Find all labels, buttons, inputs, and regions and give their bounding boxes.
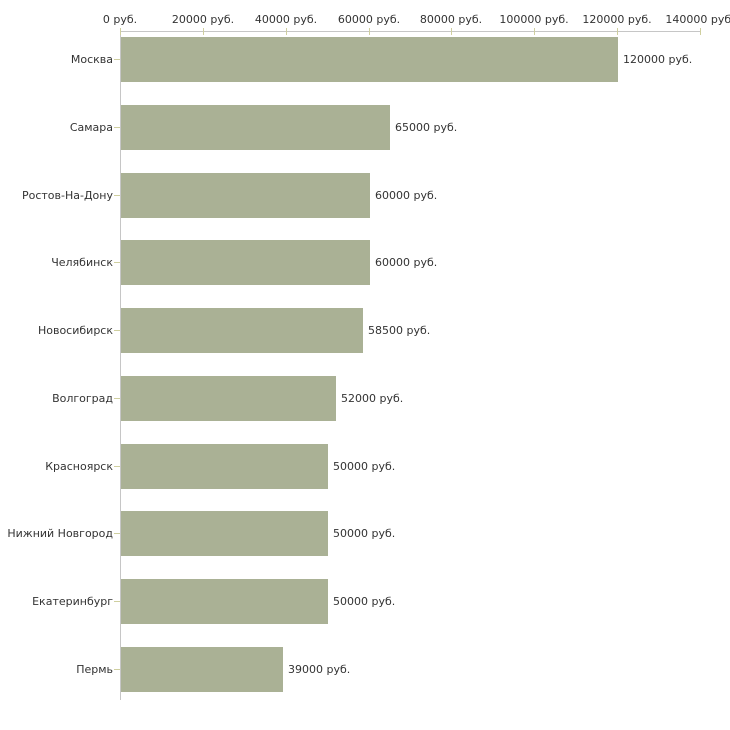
bar	[121, 37, 618, 82]
x-axis-tick-mark	[451, 28, 452, 35]
y-axis-line	[120, 31, 121, 700]
x-axis-tick-mark	[286, 28, 287, 35]
bar-value-label: 50000 руб.	[333, 527, 396, 540]
category-tick-mark	[114, 466, 120, 467]
category-label: Волгоград	[52, 392, 113, 405]
bar-value-label: 120000 руб.	[623, 53, 693, 66]
category-label: Челябинск	[51, 256, 113, 269]
bar	[121, 376, 336, 421]
category-tick-mark	[114, 59, 120, 60]
category-label: Екатеринбург	[32, 595, 113, 608]
bar-value-label: 50000 руб.	[333, 460, 396, 473]
x-axis-tick-mark	[534, 28, 535, 35]
bar-value-label: 60000 руб.	[375, 189, 438, 202]
category-tick-mark	[114, 330, 120, 331]
category-tick-mark	[114, 127, 120, 128]
bar	[121, 647, 283, 692]
x-axis-tick-label: 100000 руб.	[499, 13, 569, 26]
x-axis-tick-mark	[617, 28, 618, 35]
bar	[121, 240, 370, 285]
category-label: Красноярск	[45, 460, 113, 473]
bar	[121, 105, 390, 150]
x-axis-tick-label: 80000 руб.	[419, 13, 483, 26]
x-axis-tick-label: 140000 руб.	[665, 13, 730, 26]
bar	[121, 511, 328, 556]
category-label: Самара	[69, 121, 113, 134]
category-label: Новосибирск	[37, 324, 113, 337]
bar-value-label: 58500 руб.	[368, 324, 431, 337]
bar	[121, 173, 370, 218]
category-tick-mark	[114, 195, 120, 196]
bar-value-label: 52000 руб.	[341, 392, 404, 405]
x-axis-tick-label: 0 руб.	[102, 13, 138, 26]
category-tick-mark	[114, 533, 120, 534]
x-axis-tick-label: 40000 руб.	[254, 13, 318, 26]
bar-value-label: 50000 руб.	[333, 595, 396, 608]
category-tick-mark	[114, 601, 120, 602]
category-tick-mark	[114, 669, 120, 670]
bar	[121, 579, 328, 624]
category-label: Нижний Новгород	[7, 527, 113, 540]
x-axis-tick-label: 60000 руб.	[337, 13, 401, 26]
bar-value-label: 65000 руб.	[395, 121, 458, 134]
x-axis-tick-mark	[700, 28, 701, 35]
bar-value-label: 60000 руб.	[375, 256, 438, 269]
category-tick-mark	[114, 398, 120, 399]
bar-value-label: 39000 руб.	[288, 663, 351, 676]
x-axis-tick-label: 20000 руб.	[171, 13, 235, 26]
bar	[121, 308, 363, 353]
bar	[121, 444, 328, 489]
category-tick-mark	[114, 262, 120, 263]
category-label: Москва	[70, 53, 113, 66]
category-label: Ростов-На-Дону	[21, 189, 113, 202]
x-axis-line	[120, 31, 701, 32]
x-axis-tick-mark	[203, 28, 204, 35]
x-axis-tick-label: 120000 руб.	[582, 13, 652, 26]
category-label: Пермь	[76, 663, 113, 676]
x-axis-tick-mark	[369, 28, 370, 35]
x-axis-tick-mark	[120, 28, 121, 35]
